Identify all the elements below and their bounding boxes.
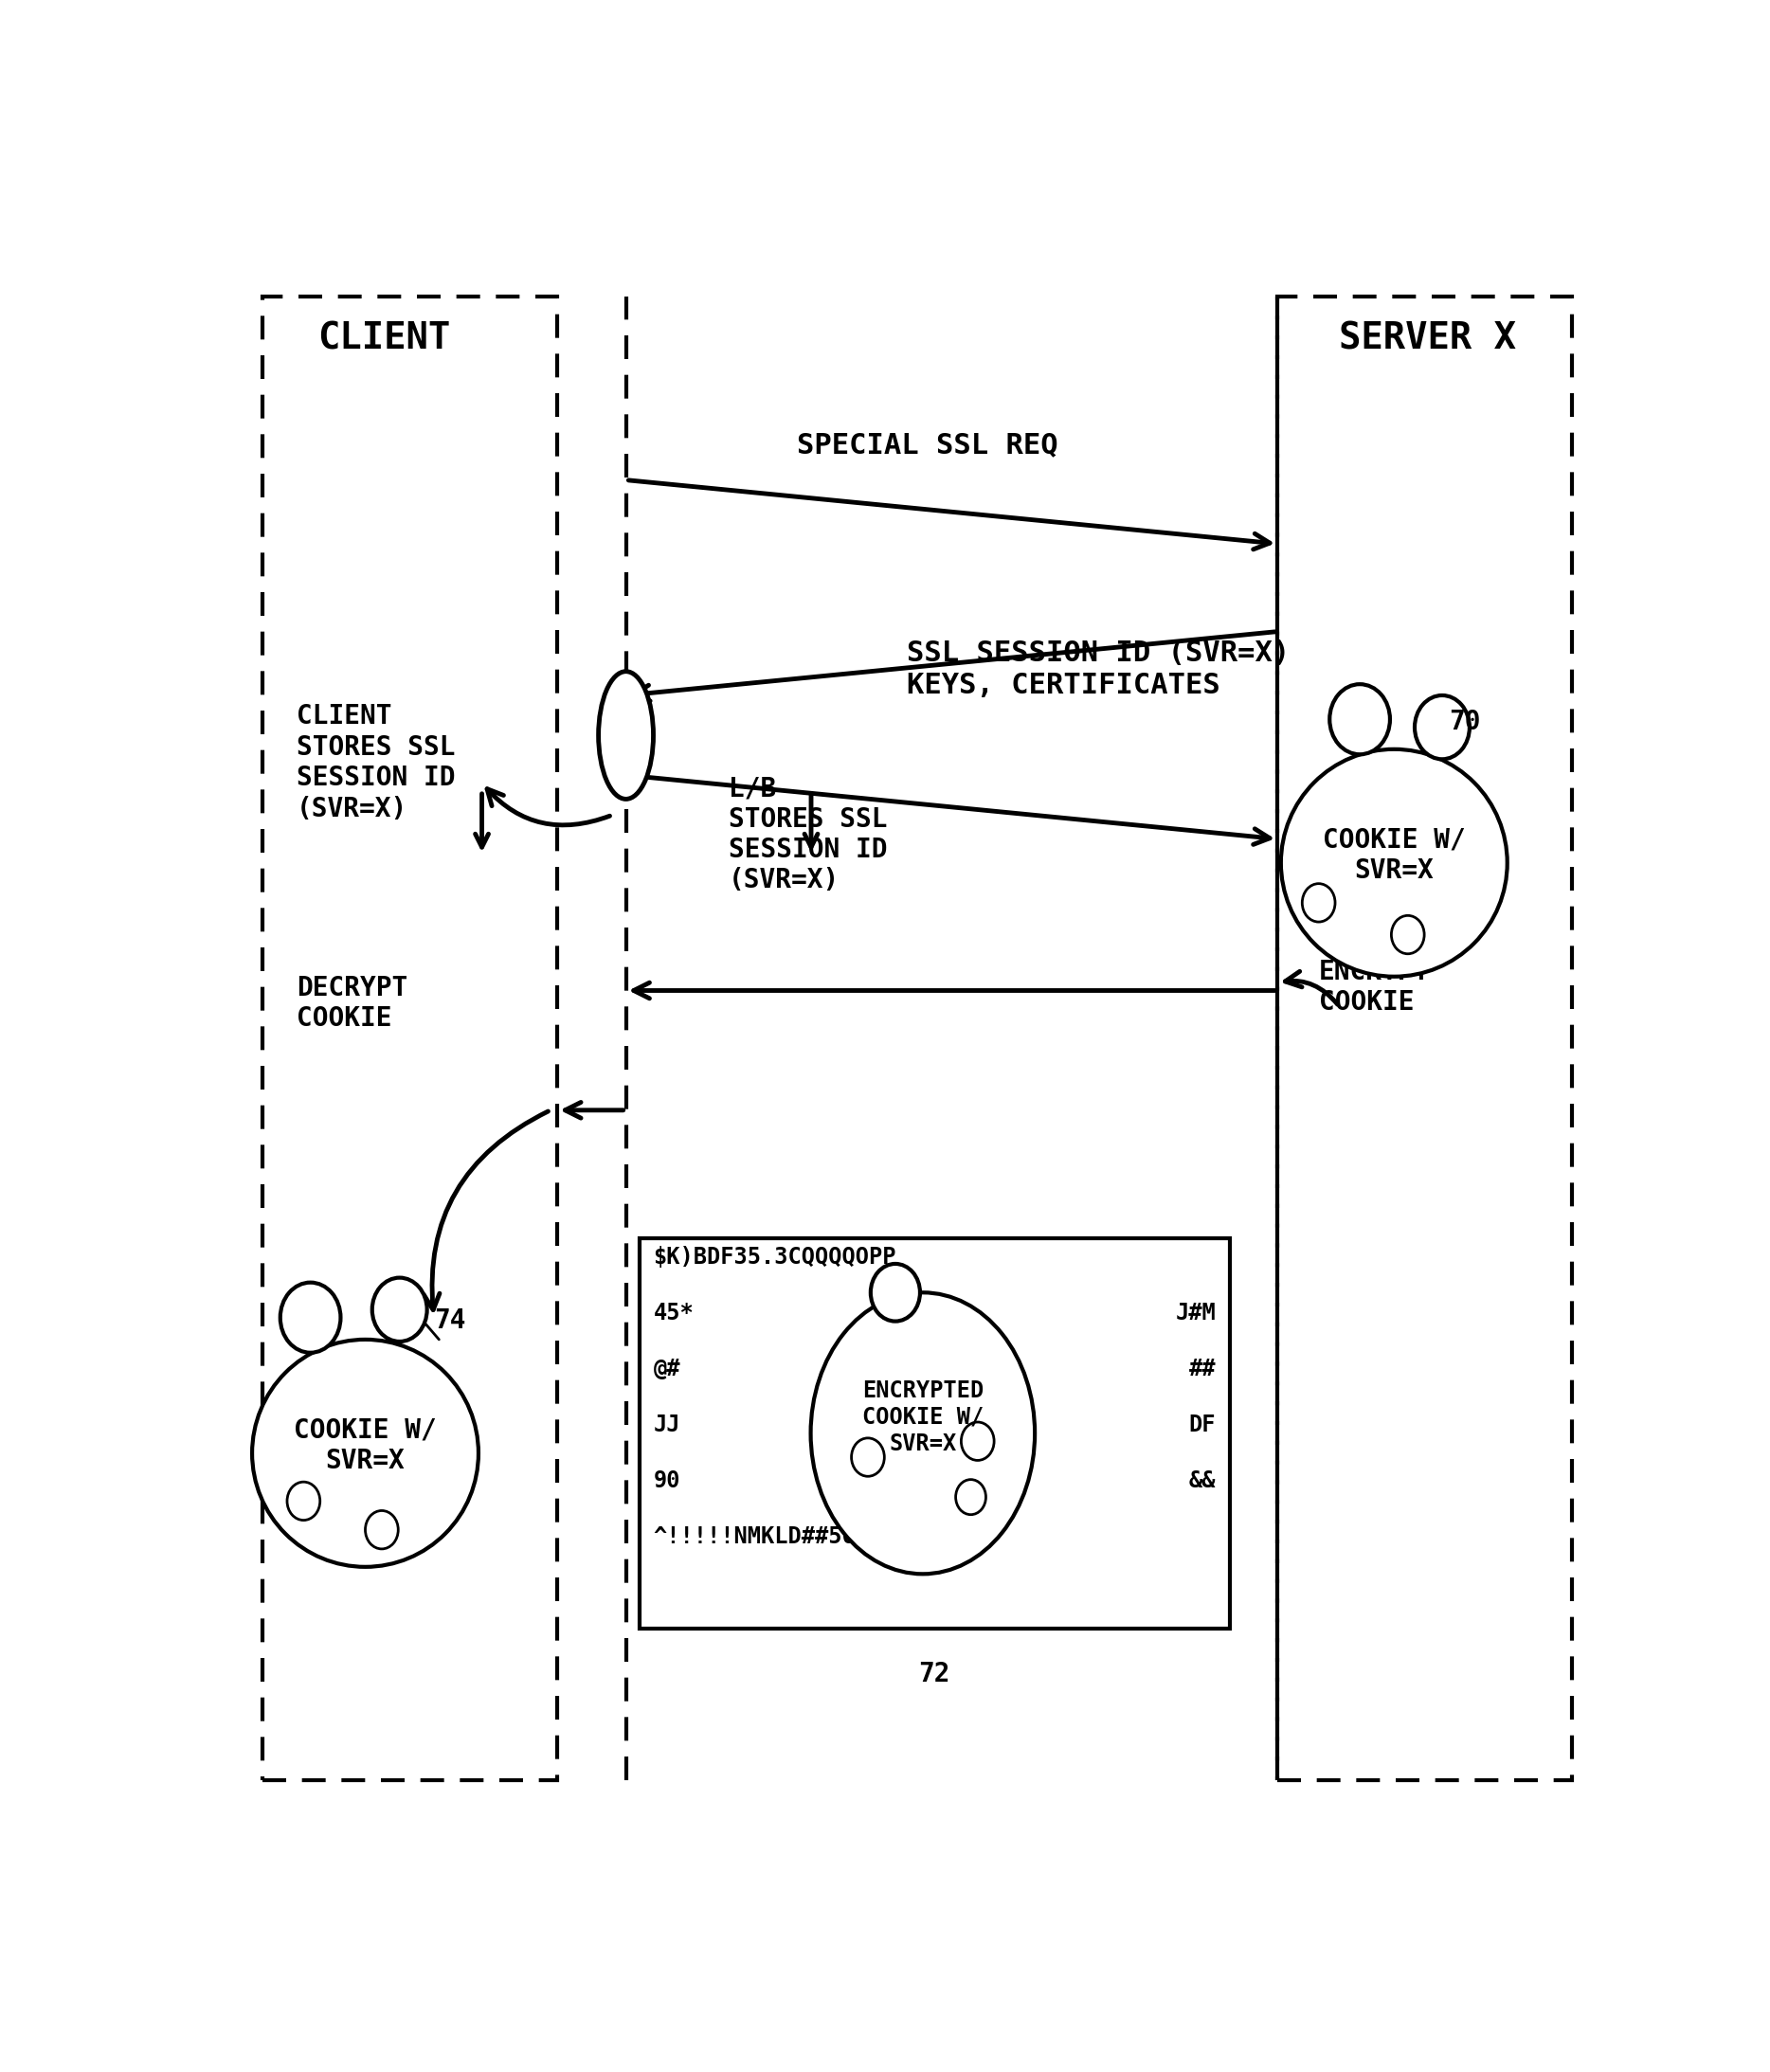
Text: DECRYPT
COOKIE: DECRYPT COOKIE: [297, 974, 407, 1032]
FancyArrowPatch shape: [423, 1111, 549, 1310]
Text: L/B
STORES SSL
SESSION ID
(SVR=X): L/B STORES SSL SESSION ID (SVR=X): [729, 775, 887, 893]
Bar: [262, 296, 558, 1780]
Text: CLIENT: CLIENT: [317, 321, 450, 356]
Text: @#: @#: [653, 1357, 680, 1380]
Text: $K)BDF35.3CQQQQOPP: $K)BDF35.3CQQQQOPP: [653, 1245, 896, 1268]
Text: SSL SESSION ID (SVR=X)
KEYS, CERTIFICATES: SSL SESSION ID (SVR=X) KEYS, CERTIFICATE…: [908, 640, 1290, 698]
Circle shape: [961, 1421, 995, 1461]
Circle shape: [1329, 684, 1389, 754]
Circle shape: [287, 1481, 320, 1521]
Text: 70: 70: [1450, 709, 1481, 736]
Circle shape: [1303, 883, 1335, 922]
FancyArrowPatch shape: [487, 789, 609, 825]
Ellipse shape: [251, 1339, 478, 1566]
Text: COOKIE W/
SVR=X: COOKIE W/ SVR=X: [1322, 827, 1466, 883]
Text: JJ: JJ: [653, 1413, 680, 1436]
Text: J#M: J#M: [1175, 1301, 1216, 1324]
Circle shape: [365, 1510, 398, 1550]
Ellipse shape: [598, 671, 653, 800]
Circle shape: [956, 1479, 986, 1515]
Circle shape: [1391, 916, 1425, 953]
Circle shape: [280, 1283, 340, 1353]
Text: SPECIAL SSL REQ: SPECIAL SSL REQ: [797, 431, 1058, 460]
Text: COOKIE W/
SVR=X: COOKIE W/ SVR=X: [294, 1417, 437, 1473]
Text: ##: ##: [1189, 1357, 1216, 1380]
Text: &&: &&: [1189, 1469, 1216, 1492]
Circle shape: [372, 1278, 427, 1341]
Text: ENCRYPT
COOKIE: ENCRYPT COOKIE: [1319, 959, 1430, 1015]
FancyArrowPatch shape: [1285, 972, 1338, 1005]
Text: SERVER X: SERVER X: [1340, 321, 1517, 356]
Text: DF: DF: [1189, 1413, 1216, 1436]
Text: ENCRYPTED
COOKIE W/
SVR=X: ENCRYPTED COOKIE W/ SVR=X: [862, 1380, 984, 1455]
Ellipse shape: [811, 1293, 1035, 1575]
Circle shape: [851, 1438, 885, 1477]
Circle shape: [871, 1264, 920, 1322]
Text: 74: 74: [434, 1307, 466, 1334]
Text: CLIENT
STORES SSL
SESSION ID
(SVR=X): CLIENT STORES SSL SESSION ID (SVR=X): [297, 702, 455, 823]
Text: 90: 90: [653, 1469, 680, 1492]
Text: 72: 72: [919, 1660, 950, 1687]
Bar: [1278, 296, 1572, 1780]
Text: ^!!!!!NMKLD##56JI: ^!!!!!NMKLD##56JI: [653, 1525, 883, 1548]
Bar: [639, 1237, 1230, 1629]
Ellipse shape: [1281, 750, 1508, 976]
Text: 45*: 45*: [653, 1301, 694, 1324]
Circle shape: [1414, 696, 1469, 758]
